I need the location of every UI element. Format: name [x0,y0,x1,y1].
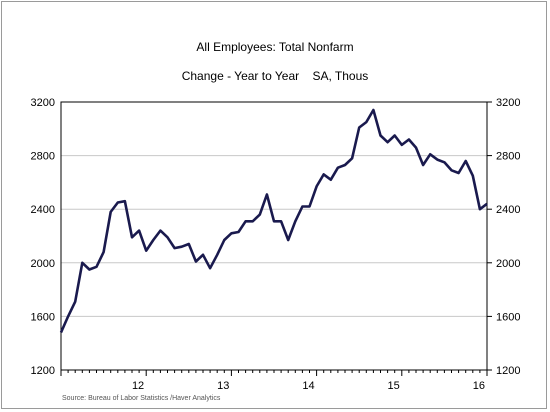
y-tick-label-right: 2000 [496,258,520,270]
x-tick-label: 15 [388,380,400,392]
y-tick-label-left: 1200 [31,365,55,377]
chart-title: All Employees: Total Nonfarm [196,40,353,54]
x-tick-label: 14 [302,380,314,392]
y-tick-label-right: 2800 [496,151,520,163]
grid-lines [61,155,487,317]
x-axis: 12 13 14 15 16 [60,370,488,392]
y-tick-label-left: 1600 [31,311,55,323]
series-line [59,108,488,334]
plot-area [60,101,488,371]
source-note: Source: Bureau of Labor Statistics /Have… [62,395,221,402]
x-tick-label: 13 [217,380,229,392]
y-tick-label-right: 1200 [496,365,520,377]
y-tick-label-right: 1600 [496,311,520,323]
y-tick-label-left: 3200 [31,97,55,109]
y-tick-label-left: 2000 [31,258,55,270]
y-axis-right: 1200 1600 2000 2400 2800 3200 [487,97,520,377]
chart-subtitle: Change - Year to Year SA, Thous [182,69,369,83]
y-tick-label-left: 2800 [31,151,55,163]
x-tick-label: 12 [132,380,144,392]
y-tick-label-left: 2400 [31,204,55,216]
y-tick-label-right: 3200 [496,97,520,109]
x-tick-label: 16 [473,380,485,392]
y-axis-left: 1200 1600 2000 2400 2800 3200 [31,97,55,377]
y-tick-label-right: 2400 [496,204,520,216]
series-line-group [59,108,488,334]
